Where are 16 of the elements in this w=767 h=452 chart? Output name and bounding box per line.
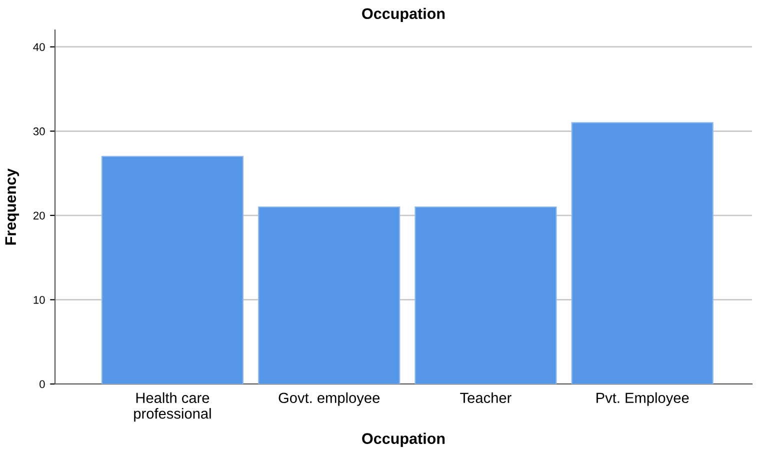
bar [414, 206, 557, 384]
y-tick-label: 40 [33, 43, 45, 51]
bar [101, 156, 244, 384]
y-tick-label: 10 [34, 296, 45, 304]
bar [571, 122, 714, 384]
x-tick-label: Teacher [460, 392, 512, 404]
x-tick-label: Govt. employee [278, 392, 380, 406]
x-tick-label: Pvt. Employee [596, 392, 689, 406]
chart-title: Occupation [362, 8, 445, 22]
x-axis-title: Occupation [362, 432, 445, 447]
bar [258, 206, 400, 384]
y-tick-label: 30 [33, 127, 45, 136]
y-tick-label: 0 [40, 380, 45, 388]
y-tick-label: 20 [33, 212, 45, 220]
x-tick-label: Health care professional [134, 392, 211, 422]
y-axis-title: Frequency [5, 168, 20, 245]
